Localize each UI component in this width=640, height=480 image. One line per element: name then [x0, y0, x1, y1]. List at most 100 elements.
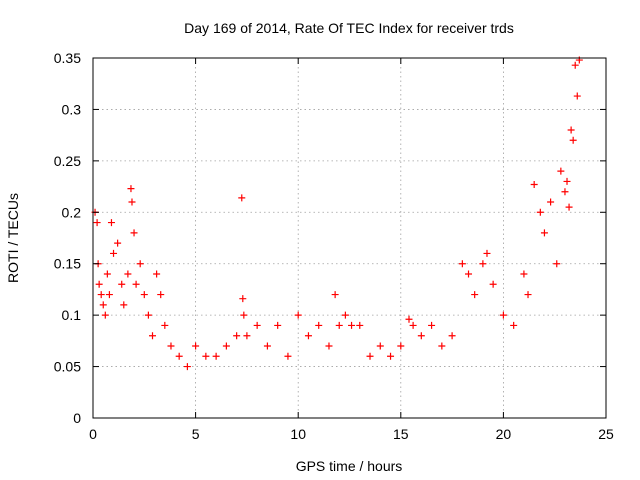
data-point	[448, 332, 456, 340]
data-point	[557, 167, 565, 175]
y-tick-label: 0	[73, 410, 81, 426]
data-point	[356, 321, 364, 329]
data-point	[130, 229, 138, 237]
data-point	[132, 280, 140, 288]
data-point	[571, 61, 579, 69]
data-point	[458, 260, 466, 268]
data-point	[93, 219, 101, 227]
data-point	[547, 198, 555, 206]
data-point	[118, 280, 126, 288]
data-point	[335, 321, 343, 329]
data-point	[565, 203, 573, 211]
data-point	[274, 321, 282, 329]
data-point	[253, 321, 261, 329]
y-tick-label: 0.15	[54, 256, 81, 272]
y-tick-label: 0.05	[54, 359, 81, 375]
data-point	[520, 270, 528, 278]
y-tick-label: 0.35	[54, 50, 81, 66]
data-point	[569, 136, 577, 144]
data-point	[157, 291, 165, 299]
data-point	[524, 291, 532, 299]
data-point	[167, 342, 175, 350]
data-point	[573, 92, 581, 100]
data-point	[499, 311, 507, 319]
x-tick-label: 15	[393, 426, 409, 442]
data-point	[489, 280, 497, 288]
data-point	[479, 260, 487, 268]
data-point	[315, 321, 323, 329]
data-point	[233, 332, 241, 340]
data-point	[105, 291, 113, 299]
y-tick-label: 0.3	[62, 101, 82, 117]
data-point	[483, 249, 491, 257]
data-point	[341, 311, 349, 319]
data-point	[348, 321, 356, 329]
data-point	[124, 270, 132, 278]
data-point	[153, 270, 161, 278]
data-point	[136, 260, 144, 268]
data-point	[110, 249, 118, 257]
data-point	[175, 352, 183, 360]
data-point	[438, 342, 446, 350]
data-point	[127, 185, 135, 193]
data-point	[95, 280, 103, 288]
data-point	[366, 352, 374, 360]
x-tick-labels: 0 5 10 15 20 25	[89, 426, 614, 442]
data-point	[294, 311, 302, 319]
y-tick-label: 0.25	[54, 153, 81, 169]
data-point	[387, 352, 395, 360]
data-point	[471, 291, 479, 299]
data-point	[149, 332, 157, 340]
data-point	[536, 208, 544, 216]
data-point	[192, 342, 200, 350]
x-tick-label: 25	[598, 426, 614, 442]
x-tick-label: 5	[192, 426, 200, 442]
data-point	[417, 332, 425, 340]
data-point	[376, 342, 384, 350]
x-axis-label: GPS time / hours	[296, 458, 403, 474]
grid-lines	[93, 58, 606, 418]
data-point	[107, 219, 115, 227]
data-point	[405, 315, 413, 323]
plot-frame	[92, 57, 607, 419]
data-point	[397, 342, 405, 350]
data-point	[510, 321, 518, 329]
data-point	[561, 188, 569, 196]
y-axis-label: ROTI / TECUs	[5, 193, 21, 283]
data-point	[240, 311, 248, 319]
data-point	[144, 311, 152, 319]
data-point	[243, 332, 251, 340]
data-point	[97, 291, 105, 299]
x-tick-label: 20	[496, 426, 512, 442]
data-point	[202, 352, 210, 360]
data-point	[140, 291, 148, 299]
data-point	[212, 352, 220, 360]
data-point	[563, 177, 571, 185]
x-tick-label: 10	[290, 426, 306, 442]
data-point	[128, 198, 136, 206]
data-point	[114, 239, 122, 247]
y-tick-label: 0.2	[62, 204, 82, 220]
data-point	[161, 321, 169, 329]
data-point	[183, 363, 191, 371]
data-point	[238, 194, 246, 202]
data-point	[99, 301, 107, 309]
data-point	[239, 295, 247, 303]
data-point	[103, 270, 111, 278]
data-point	[325, 342, 333, 350]
data-point	[120, 301, 128, 309]
data-point	[284, 352, 292, 360]
data-point	[409, 321, 417, 329]
data-point	[222, 342, 230, 350]
data-point	[540, 229, 548, 237]
data-point	[428, 321, 436, 329]
data-point	[331, 291, 339, 299]
data-points	[91, 56, 583, 371]
data-point	[530, 181, 538, 189]
y-tick-label: 0.1	[62, 307, 82, 323]
data-point	[304, 332, 312, 340]
data-point	[567, 126, 575, 134]
x-tick-label: 0	[89, 426, 97, 442]
data-point	[101, 311, 109, 319]
